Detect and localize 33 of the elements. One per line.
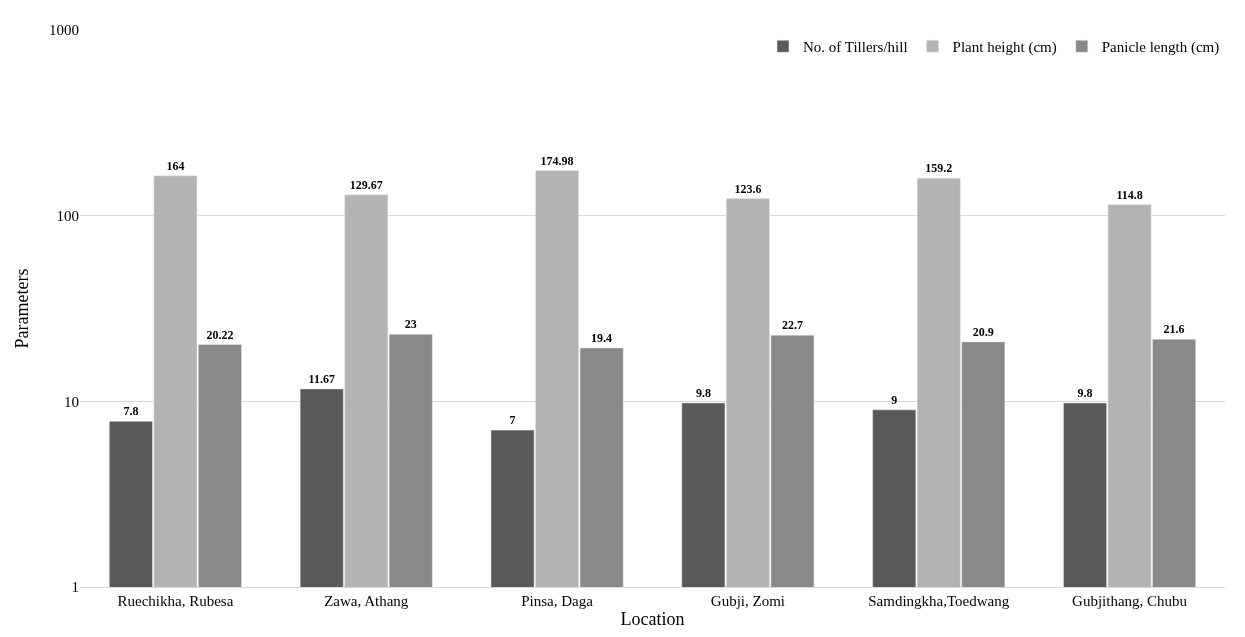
- data-label: 20.9: [972, 324, 994, 339]
- legend-label: Plant height (cm): [952, 39, 1057, 57]
- y-tick-label: 1: [71, 579, 79, 596]
- data-label: 22.7: [781, 318, 803, 333]
- x-tick-label: Samdingkha,Toedwang: [868, 593, 1010, 609]
- data-label: 19.4: [591, 330, 613, 345]
- y-tick-label: 100: [56, 207, 79, 224]
- data-label: 9.8: [1077, 385, 1093, 400]
- data-label: 9: [891, 392, 898, 407]
- data-label: 7: [509, 413, 516, 428]
- data-label: 174.98: [540, 153, 574, 168]
- data-label: 23: [404, 317, 417, 332]
- data-label: 21.6: [1163, 322, 1185, 337]
- y-axis-title: Parameters: [12, 268, 33, 349]
- data-label: 9.8: [695, 385, 711, 400]
- y-tick-label: 10: [64, 393, 79, 410]
- data-label: 159.2: [925, 161, 953, 176]
- data-label: 164: [166, 158, 185, 173]
- x-tick-label: Zawa, Athang: [324, 593, 409, 609]
- x-tick-label: Gubji, Zomi: [710, 593, 786, 609]
- x-tick-label: Gubjithang, Chubu: [1072, 593, 1188, 609]
- data-label: 114.8: [1116, 187, 1143, 202]
- data-label: 129.67: [349, 177, 383, 192]
- y-tick-label: 1000: [49, 22, 79, 39]
- data-label: 7.8: [123, 404, 139, 419]
- legend-label: Panicle length (cm): [1101, 39, 1220, 57]
- data-label: 20.22: [206, 327, 234, 342]
- data-label: 123.6: [734, 181, 762, 196]
- legend-label: No. of Tillers/hill: [803, 39, 908, 56]
- x-tick-label: Pinsa, Daga: [521, 593, 594, 609]
- x-tick-label: Ruechikha, Rubesa: [117, 593, 234, 609]
- x-axis-title: Location: [620, 609, 685, 630]
- data-label: 11.67: [308, 371, 335, 386]
